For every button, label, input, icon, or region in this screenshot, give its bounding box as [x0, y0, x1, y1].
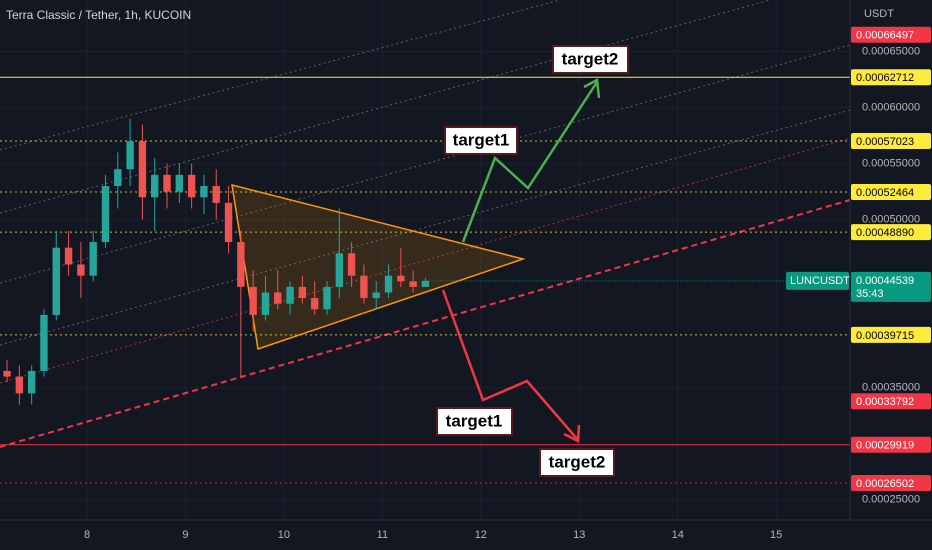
candle-body — [249, 286, 257, 315]
price-label: 0.00033792 — [856, 396, 914, 408]
down-arrowhead — [563, 424, 581, 443]
channel-line — [0, 199, 851, 448]
candle-body — [261, 292, 270, 315]
price-label-bg — [851, 326, 931, 343]
price-label: 0.00066497 — [856, 30, 914, 42]
price-label-bg — [851, 224, 931, 241]
x-tick-label: 13 — [573, 529, 585, 541]
candle-body — [151, 174, 159, 198]
x-tick-label: 15 — [770, 529, 782, 541]
candle-body — [335, 253, 343, 287]
countdown-label: 35:43 — [856, 288, 884, 300]
candle-body — [421, 280, 430, 287]
candle-body — [89, 242, 97, 276]
candle-body — [323, 286, 331, 310]
y-tick-label: 0.00060000 — [862, 101, 920, 113]
y-tick-label: 0.00035000 — [862, 382, 920, 394]
target-box — [552, 45, 629, 74]
price-label: 0.00029919 — [856, 440, 914, 452]
channel-line — [0, 44, 851, 284]
candle-body — [15, 376, 24, 394]
target-box — [539, 448, 615, 477]
channel-line — [0, 109, 851, 346]
price-label-bg — [851, 436, 931, 453]
price-label: 0.00026502 — [856, 478, 914, 490]
price-label-bg — [851, 474, 931, 491]
channel-lines — [0, 0, 851, 448]
price-label: 0.00048890 — [856, 227, 914, 239]
candle-body — [286, 286, 294, 304]
candle-body — [52, 247, 60, 315]
candle-body — [175, 174, 184, 192]
last-price-label: 0.00044539 — [856, 275, 914, 287]
price-label: 0.00062712 — [856, 72, 914, 84]
down-arrow — [441, 289, 579, 441]
target-box — [436, 407, 513, 436]
candle-body — [274, 292, 282, 304]
candle-body — [64, 247, 73, 265]
triangle-pattern — [231, 183, 526, 350]
price-label-bg — [851, 393, 931, 410]
symbol-label: LUNCUSDT — [790, 275, 850, 287]
candle-body — [237, 242, 245, 287]
candle-body — [298, 286, 307, 299]
candle-body — [126, 141, 134, 170]
price-label: 0.00052464 — [856, 187, 914, 199]
candle-body — [3, 370, 11, 377]
candle-body — [187, 174, 196, 198]
candle-body — [114, 169, 122, 187]
y-tick-label: 0.00050000 — [862, 214, 920, 226]
price-label: 0.00039715 — [856, 330, 914, 342]
up-arrow — [461, 81, 599, 243]
x-tick-label: 8 — [84, 529, 90, 541]
candle-body — [347, 253, 356, 276]
candle-body — [360, 275, 368, 299]
candle-body — [101, 186, 110, 243]
target-label: target2 — [549, 452, 606, 471]
price-label: 0.00057023 — [856, 136, 914, 148]
target-label: target2 — [562, 49, 619, 68]
y-tick-label: 0.00055000 — [862, 158, 920, 170]
candle-body — [310, 298, 319, 310]
axis-labels: 0.00065000 0.00060000 0.00055000 0.00050000… — [84, 26, 931, 541]
target-box — [444, 126, 518, 155]
symbol-label-bg — [786, 271, 849, 290]
price-label-bg — [851, 26, 931, 43]
x-tick-label: 14 — [672, 529, 684, 541]
candle-body — [224, 202, 233, 243]
candle-body — [163, 174, 171, 192]
x-tick-label: 11 — [377, 529, 388, 541]
price-label-bg — [851, 132, 931, 149]
channel-line — [0, 0, 771, 214]
candle-body — [212, 186, 220, 203]
x-tick-label: 9 — [182, 529, 188, 541]
candle-body — [409, 281, 417, 287]
up-arrowhead — [583, 78, 601, 99]
axis-unit: USDT — [864, 8, 894, 20]
x-tick-label: 12 — [475, 529, 487, 541]
candle-body — [40, 314, 48, 371]
candle-body — [77, 264, 85, 276]
channel-line — [0, 0, 561, 151]
y-tick-label: 0.00065000 — [862, 45, 920, 57]
candle-body — [138, 141, 147, 198]
candle-body — [200, 186, 208, 198]
candle-body — [397, 275, 405, 282]
target-label: target1 — [453, 130, 510, 149]
y-tick-label: 0.00025000 — [862, 494, 920, 506]
last-price-bg — [851, 271, 931, 302]
candles — [3, 118, 430, 405]
target-label: target1 — [446, 411, 503, 430]
x-tick-label: 10 — [278, 529, 290, 541]
candle-body — [27, 370, 36, 394]
candle-body — [372, 292, 380, 299]
price-label-bg — [851, 184, 931, 201]
candle-body — [384, 275, 393, 293]
price-label-bg — [851, 69, 931, 86]
chart-title: Terra Classic / Tether, 1h, KUCOIN — [6, 8, 191, 22]
